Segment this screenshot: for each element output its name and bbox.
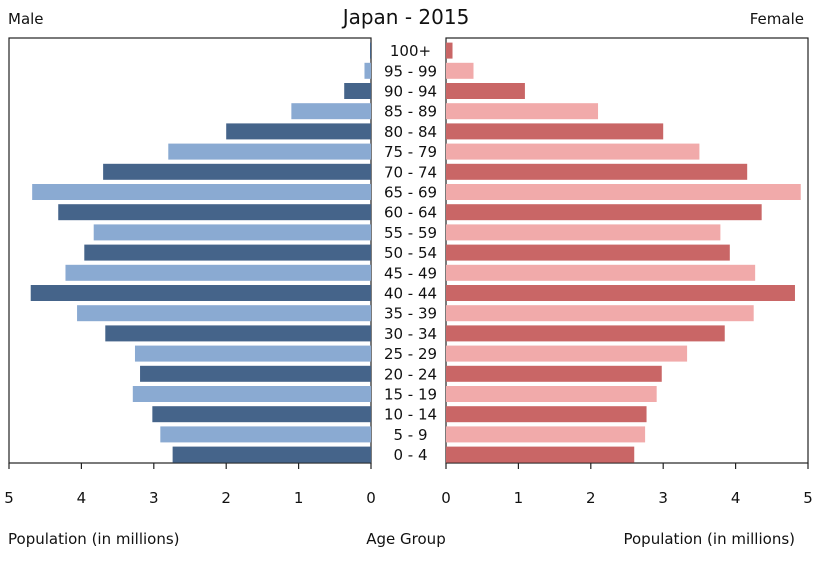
male-x-axis-ticks: 5 4 3 2 1 0 bbox=[4, 463, 376, 507]
female-bar bbox=[446, 224, 721, 241]
age-group-label: 95 - 99 bbox=[384, 62, 437, 80]
male-bar bbox=[132, 386, 371, 402]
age-group-label: 25 - 29 bbox=[384, 345, 437, 363]
x-tick-label: 3 bbox=[149, 489, 159, 507]
female-label: Female bbox=[750, 10, 804, 28]
male-bar bbox=[152, 406, 371, 423]
age-group-label: 85 - 89 bbox=[384, 103, 437, 121]
female-bar bbox=[446, 345, 688, 362]
female-bar bbox=[446, 325, 725, 342]
age-group-label: 40 - 44 bbox=[384, 285, 437, 303]
female-bar bbox=[446, 426, 646, 443]
male-bar bbox=[344, 83, 371, 99]
age-group-label: 5 - 9 bbox=[393, 426, 427, 444]
male-bars bbox=[30, 42, 372, 463]
female-bar bbox=[446, 163, 748, 180]
male-bar bbox=[134, 345, 371, 362]
female-bar bbox=[446, 406, 647, 423]
female-bar bbox=[446, 184, 801, 200]
age-group-label: 75 - 79 bbox=[384, 143, 437, 161]
x-tick-label: 2 bbox=[586, 489, 596, 507]
female-bar bbox=[446, 446, 635, 463]
female-bar bbox=[446, 285, 795, 301]
female-bar bbox=[446, 123, 664, 140]
male-bar bbox=[65, 264, 372, 281]
male-x-axis-label: Population (in millions) bbox=[8, 530, 180, 548]
x-tick-label: 4 bbox=[77, 489, 87, 507]
age-group-label: 60 - 64 bbox=[384, 204, 437, 222]
male-bar bbox=[84, 244, 372, 261]
male-bar bbox=[32, 184, 371, 200]
age-group-label: 10 - 14 bbox=[384, 406, 437, 424]
male-bar bbox=[58, 204, 372, 221]
age-group-label: 80 - 84 bbox=[384, 123, 437, 141]
age-group-label: 90 - 94 bbox=[384, 83, 437, 101]
x-tick-label: 0 bbox=[441, 489, 451, 507]
male-bar bbox=[226, 123, 371, 140]
x-tick-label: 2 bbox=[221, 489, 231, 507]
x-tick-label: 3 bbox=[658, 489, 668, 507]
age-group-label: 65 - 69 bbox=[384, 184, 437, 202]
female-bars bbox=[446, 42, 801, 463]
age-group-label: 45 - 49 bbox=[384, 264, 437, 282]
male-bar bbox=[364, 62, 371, 79]
female-bar bbox=[446, 143, 700, 160]
x-tick-label: 1 bbox=[514, 489, 524, 507]
age-group-label: 35 - 39 bbox=[384, 305, 437, 323]
female-bar bbox=[446, 62, 474, 79]
x-tick-label: 0 bbox=[366, 489, 376, 507]
male-bar bbox=[93, 224, 371, 241]
male-bar bbox=[103, 163, 372, 180]
female-bar bbox=[446, 103, 599, 120]
age-group-label: 15 - 19 bbox=[384, 386, 437, 404]
female-bar bbox=[446, 244, 730, 261]
male-bar bbox=[140, 365, 371, 382]
age-group-label: 50 - 54 bbox=[384, 244, 437, 262]
age-group-label: 30 - 34 bbox=[384, 325, 437, 343]
age-group-axis-label: Age Group bbox=[366, 530, 445, 548]
chart-title: Japan - 2015 bbox=[341, 5, 470, 29]
age-group-label: 20 - 24 bbox=[384, 365, 437, 383]
age-group-labels: 100+ 95 - 99 90 - 94 85 - 89 80 - 84 75 - 79 7… bbox=[384, 42, 437, 464]
female-bar bbox=[446, 365, 662, 382]
female-bar bbox=[446, 305, 754, 322]
female-bar bbox=[446, 204, 762, 221]
female-bar bbox=[446, 42, 453, 59]
female-x-axis-label: Population (in millions) bbox=[623, 530, 795, 548]
male-bar bbox=[105, 325, 372, 342]
x-tick-label: 5 bbox=[4, 489, 14, 507]
x-tick-label: 5 bbox=[803, 489, 813, 507]
male-bar bbox=[168, 143, 371, 160]
male-bar bbox=[172, 446, 371, 463]
age-group-label: 0 - 4 bbox=[393, 446, 427, 464]
male-label: Male bbox=[8, 10, 44, 28]
x-tick-label: 4 bbox=[731, 489, 741, 507]
female-bar bbox=[446, 386, 657, 402]
male-bar bbox=[160, 426, 371, 443]
female-bar bbox=[446, 83, 525, 99]
male-bar bbox=[291, 103, 371, 120]
female-x-axis-ticks: 0 1 2 3 4 5 bbox=[441, 463, 813, 507]
x-tick-label: 1 bbox=[294, 489, 304, 507]
age-group-label: 100+ bbox=[390, 42, 431, 60]
age-group-label: 55 - 59 bbox=[384, 224, 437, 242]
female-bar bbox=[446, 264, 756, 281]
male-bar bbox=[30, 285, 371, 301]
male-bar bbox=[77, 305, 371, 322]
male-bar bbox=[370, 42, 371, 59]
age-group-label: 70 - 74 bbox=[384, 163, 437, 181]
